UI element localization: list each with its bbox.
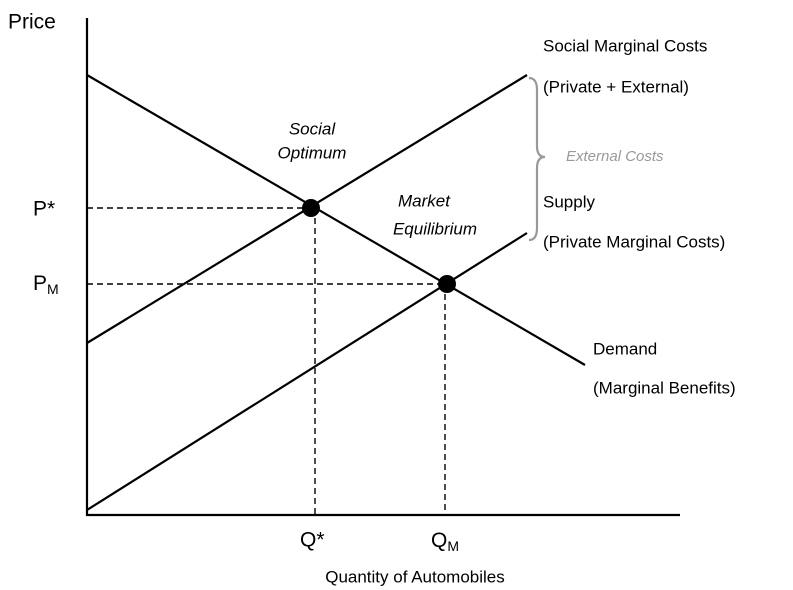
external-brace <box>528 76 546 242</box>
optimum-label: Optimum <box>278 143 347 162</box>
equilibrium-dot <box>438 275 456 293</box>
x-axis-label: Quantity of Automobiles <box>325 567 505 586</box>
q-m-base: Q <box>431 529 447 552</box>
optimum-label: Social <box>289 119 337 138</box>
p-m-base: P <box>33 272 47 295</box>
supply-curve <box>86 232 528 511</box>
smc-sublabel: (Private + External) <box>543 77 689 96</box>
smc-label: Social Marginal Costs <box>543 36 707 55</box>
equilibrium-label: Market <box>398 191 451 210</box>
equilibrium-label: Equilibrium <box>393 219 477 238</box>
optimum-dot <box>302 199 320 217</box>
p-m: PM <box>33 272 59 297</box>
y-axis-label: Price <box>8 11 56 34</box>
q-star: Q* <box>300 529 325 552</box>
p-star: P* <box>33 198 55 221</box>
demand-label: Demand <box>593 339 657 358</box>
q-m-sub: M <box>447 538 459 554</box>
demand-curve <box>86 74 586 366</box>
external-costs-label: External Costs <box>566 148 664 165</box>
supply-sublabel: (Private Marginal Costs) <box>543 232 725 251</box>
demand-sublabel: (Marginal Benefits) <box>593 378 736 397</box>
p-m-sub: M <box>47 281 59 297</box>
supply-label: Supply <box>543 192 595 211</box>
q-m: QM <box>431 529 459 554</box>
